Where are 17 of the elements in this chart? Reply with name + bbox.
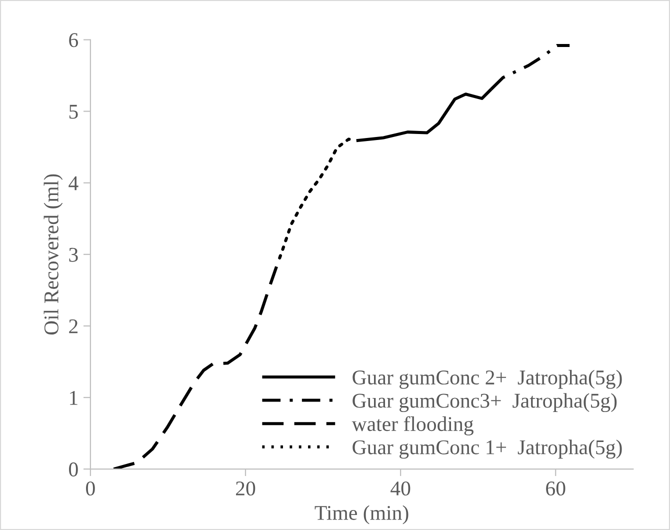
x-tick-label: 60 [546, 481, 566, 496]
y-tick-label: 0 [69, 462, 78, 476]
y-tick-label: 6 [69, 33, 78, 48]
y-axis-title: Oil Recovered (ml) [44, 174, 63, 335]
x-tick-label: 40 [390, 481, 410, 496]
y-tick-label: 5 [69, 104, 78, 119]
y-tick-label: 3 [69, 248, 78, 262]
x-tick-label: 0 [86, 481, 95, 496]
y-tick-label: 2 [69, 319, 78, 334]
x-axis-title: Time (min) [314, 505, 408, 524]
y-tick-label: 1 [70, 390, 78, 405]
legend-label: Guar gumConc 2+ Jatropha(5g) [352, 370, 622, 389]
legend-label: Guar gumConc3+ Jatropha(5g) [352, 393, 617, 412]
x-tick-label: 20 [236, 481, 256, 496]
legend-label: Guar gumConc 1+ Jatropha(5g) [352, 440, 622, 459]
y-tick-label: 4 [68, 176, 78, 190]
legend-label: water flooding [352, 416, 474, 436]
